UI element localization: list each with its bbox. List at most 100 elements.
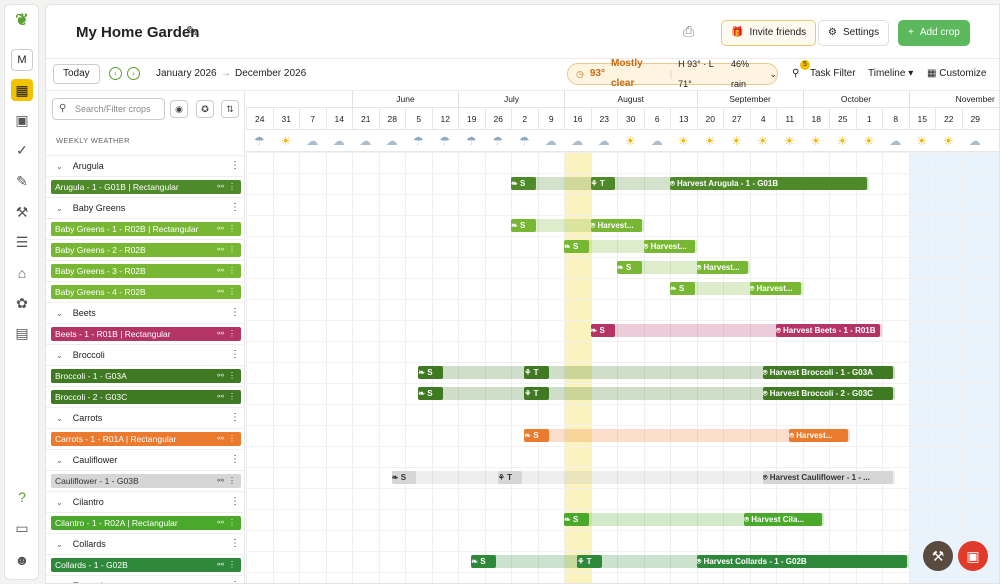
more-icon[interactable]: ⋮ (228, 245, 236, 254)
link-icon[interactable]: ⚯ (217, 518, 224, 527)
crop-chip[interactable]: Baby Greens - 3 - R02B ⚯ ⋮ (51, 264, 241, 278)
link-icon[interactable]: ⚯ (217, 182, 224, 191)
seeds-icon[interactable]: ✿ (16, 295, 28, 311)
chevron-down-icon[interactable]: ⌄ (56, 456, 63, 465)
check-icon[interactable]: ✓ (16, 142, 28, 158)
harvest-task[interactable]: ⍟ Harvest Broccoli - 2 - G03C (762, 387, 894, 400)
transplant-task[interactable]: ⚘ T (577, 555, 602, 568)
invite-friends-button[interactable]: 🎁 Invite friends (721, 20, 817, 46)
date-from[interactable]: January 2026 (156, 68, 217, 79)
layout-icon[interactable]: ▣ (15, 112, 29, 128)
profile-icon[interactable]: ☻ (14, 552, 30, 568)
crop-row[interactable]: Cilantro - 1 - R02A | Rectangular ⚯ ⋮ (46, 512, 245, 533)
today-button[interactable]: Today (53, 64, 100, 84)
harvest-task[interactable]: ⍟ Harvest... (643, 240, 695, 253)
link-icon[interactable]: ⚯ (217, 329, 224, 338)
calendar-icon[interactable]: ▦ (11, 79, 33, 101)
crop-row[interactable]: Baby Greens - 2 - R02B ⚯ ⋮ (46, 239, 245, 260)
sow-task[interactable]: ❧ S (617, 261, 642, 274)
harvest-task[interactable]: ⍟ Harvest... (590, 219, 642, 232)
harvest-task[interactable]: ⍟ Harvest Broccoli - 1 - G03A (762, 366, 894, 379)
more-icon[interactable]: ⋮ (230, 454, 240, 465)
link-icon[interactable]: ⚯ (217, 560, 224, 569)
harvest-task[interactable]: ⍟ Harvest... (789, 429, 849, 442)
chevron-down-icon[interactable]: ⌄ (56, 204, 63, 213)
chevron-down-icon[interactable]: ⌄ (56, 498, 63, 507)
harvest-task[interactable]: ⍟ Harvest Beets - 1 - R01B (776, 324, 880, 337)
chevron-down-icon[interactable]: ⌄ (56, 540, 63, 549)
timeline-view-select[interactable]: Timeline ▾ (868, 68, 914, 79)
settings-button[interactable]: ⚙ Settings (818, 20, 890, 46)
more-icon[interactable]: ⋮ (228, 371, 236, 380)
date-to[interactable]: December 2026 (235, 68, 307, 79)
crop-chip[interactable]: Arugula - 1 - G01B | Rectangular ⚯ ⋮ (51, 180, 241, 194)
wallet-icon[interactable]: ▭ (15, 520, 29, 536)
chevron-down-icon[interactable]: ⌄ (56, 582, 63, 583)
crop-chip[interactable]: Baby Greens - 2 - R02B ⚯ ⋮ (51, 243, 241, 257)
sow-task[interactable]: ❧ S (418, 366, 443, 379)
link-icon[interactable]: ⚯ (217, 392, 224, 401)
link-icon[interactable]: ⚯ (217, 224, 224, 233)
crop-chip[interactable]: Carrots - 1 - R01A | Rectangular ⚯ ⋮ (51, 432, 241, 446)
crop-group-row[interactable]: ⌄ Escarole ⋮ (46, 575, 245, 583)
crop-row[interactable]: Carrots - 1 - R01A | Rectangular ⚯ ⋮ (46, 428, 245, 449)
link-icon[interactable]: ⚯ (217, 245, 224, 254)
badge-icon[interactable]: ✪ (196, 100, 214, 118)
filter-icon[interactable]: ⚲ (792, 68, 800, 79)
next-icon[interactable]: › (127, 67, 140, 80)
sow-task[interactable]: ❧ S (471, 555, 496, 568)
transplant-task[interactable]: ⚘ T (497, 471, 523, 484)
link-icon[interactable]: ⚯ (217, 266, 224, 275)
harvest-task[interactable]: ⍟ Harvest... (749, 282, 801, 295)
chevron-down-icon[interactable]: ⌄ (56, 309, 63, 318)
crop-chip[interactable]: Baby Greens - 4 - R02B ⚯ ⋮ (51, 285, 241, 299)
more-icon[interactable]: ⋮ (228, 224, 236, 233)
crop-chip[interactable]: Cauliflower - 1 - G03B ⚯ ⋮ (51, 474, 241, 488)
crop-row[interactable]: Baby Greens - 4 - R02B ⚯ ⋮ (46, 281, 245, 302)
eye-icon[interactable]: ◉ (170, 100, 188, 118)
help-icon[interactable]: ? (18, 489, 26, 505)
sow-task[interactable]: ❧ S (391, 471, 417, 484)
task-filter-button[interactable]: Task Filter (810, 68, 856, 79)
more-icon[interactable]: ⋮ (228, 266, 236, 275)
edit-icon[interactable]: ✎ (16, 173, 28, 189)
sow-task[interactable]: ❧ S (511, 219, 536, 232)
transplant-task[interactable]: ⚘ T (524, 387, 549, 400)
more-icon[interactable]: ⋮ (228, 518, 236, 527)
chevron-down-icon[interactable]: ⌄ (56, 414, 63, 423)
crop-group-row[interactable]: ⌄ Arugula ⋮ (46, 155, 245, 176)
link-icon[interactable]: ⚯ (217, 287, 224, 296)
transplant-task[interactable]: ⚘ T (590, 177, 615, 190)
learn-icon[interactable]: ⌂ (17, 265, 27, 281)
link-icon[interactable]: ⚯ (217, 434, 224, 443)
crop-chip[interactable]: Broccoli - 2 - G03C ⚯ ⋮ (51, 390, 241, 404)
crop-chip[interactable]: Collards - 1 - G02B ⚯ ⋮ (51, 558, 241, 572)
tools-icon[interactable]: ⚒ (15, 204, 29, 220)
sow-task[interactable]: ❧ S (590, 324, 615, 337)
sow-task[interactable]: ❧ S (511, 177, 536, 190)
avatar[interactable]: M (11, 49, 33, 71)
crop-group-row[interactable]: ⌄ Collards ⋮ (46, 533, 245, 554)
notes-icon[interactable]: ☰ (15, 234, 29, 250)
tools-fab-button[interactable]: ⚒ (923, 541, 953, 571)
crop-group-row[interactable]: ⌄ Carrots ⋮ (46, 407, 245, 428)
chevron-down-icon[interactable]: ⌄ (56, 351, 63, 360)
more-icon[interactable]: ⋮ (228, 182, 236, 191)
crop-group-row[interactable]: ⌄ Cauliflower ⋮ (46, 449, 245, 470)
more-icon[interactable]: ⋮ (230, 349, 240, 360)
transplant-task[interactable]: ⚘ T (524, 366, 549, 379)
crop-group-row[interactable]: ⌄ Cilantro ⋮ (46, 491, 245, 512)
harvest-task[interactable]: ⍟ Harvest Cauliflower - 1 - ... (762, 471, 894, 484)
more-icon[interactable]: ⋮ (230, 307, 240, 318)
more-icon[interactable]: ⋮ (228, 560, 236, 569)
weather-pill[interactable]: ◷ 93° Mostly clear | H 93° · L 71° 46% r… (567, 58, 778, 89)
crop-group-row[interactable]: ⌄ Beets ⋮ (46, 302, 245, 323)
more-icon[interactable]: ⋮ (230, 160, 240, 171)
more-icon[interactable]: ⋮ (228, 434, 236, 443)
more-icon[interactable]: ⋮ (230, 412, 240, 423)
crop-row[interactable]: Collards - 1 - G02B ⚯ ⋮ (46, 554, 245, 575)
prev-icon[interactable]: ‹ (109, 67, 122, 80)
crop-row[interactable]: Beets - 1 - R01B | Rectangular ⚯ ⋮ (46, 323, 245, 344)
sow-task[interactable]: ❧ S (564, 240, 589, 253)
sow-task[interactable]: ❧ S (564, 513, 589, 526)
